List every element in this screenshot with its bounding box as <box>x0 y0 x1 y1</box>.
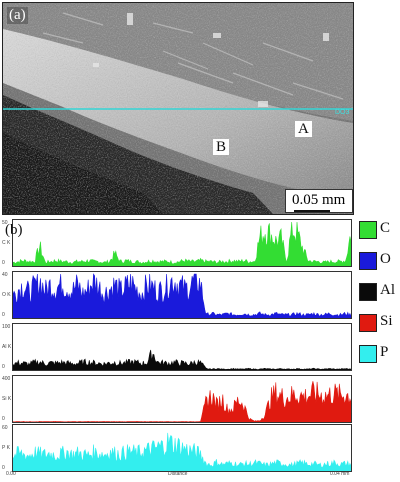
scale-bar-text: 0.05 mm <box>292 192 346 208</box>
eds-profile-al <box>12 349 352 371</box>
legend-item-si: Si <box>356 311 400 335</box>
region-label-a: A <box>295 121 312 137</box>
eds-trace-si <box>12 381 352 423</box>
eds-trace-c <box>12 221 352 267</box>
eds-strip-p: 60 P K 0 <box>2 424 352 472</box>
y-min-label-o: 0 <box>2 312 5 318</box>
eds-trace-o <box>12 273 352 319</box>
y-max-label-p: 60 <box>2 425 8 431</box>
eds-trace-p <box>12 432 352 472</box>
y-max-label-o: 40 <box>2 272 8 278</box>
eds-profile-p <box>12 432 352 472</box>
y-min-label-c: 0 <box>2 260 5 266</box>
y-axis-label-o: O K <box>2 292 11 298</box>
legend-item-p: P <box>356 342 400 366</box>
eds-strip-al: 100 Al K 0 <box>2 323 352 371</box>
eds-strip-o: 40 O K 0 <box>2 271 352 319</box>
y-max-label-c: 50 <box>2 220 8 226</box>
eds-trace-al <box>12 349 352 371</box>
y-min-label-al: 0 <box>2 364 5 370</box>
y-axis-label-c: C K <box>2 240 11 246</box>
panel-b-label: (b) <box>5 222 23 238</box>
legend-label-c: C <box>380 220 391 236</box>
y-axis-label-p: P K <box>2 445 10 451</box>
legend-swatch-si <box>359 314 377 332</box>
y-min-label-p: 0 <box>2 465 5 471</box>
panel-a-label: (a) <box>7 7 28 24</box>
eds-profile-si <box>12 381 352 423</box>
x-tick-end: 0.04 mm <box>330 471 350 477</box>
legend-label-si: Si <box>380 313 393 329</box>
x-axis-label: Distance <box>168 471 188 477</box>
legend-item-o: O <box>356 249 400 273</box>
legend-label-o: O <box>380 251 391 267</box>
legend-label-al: Al <box>380 282 395 298</box>
eds-profile-c <box>12 221 352 267</box>
eds-strip-c: 50 C K 0 <box>2 219 352 267</box>
legend-swatch-o <box>359 252 377 270</box>
y-min-label-si: 0 <box>2 416 5 422</box>
y-axis-label-al: Al K <box>2 344 12 350</box>
region-label-b: B <box>213 139 230 155</box>
legend-item-c: C <box>356 218 400 242</box>
scale-bar-box: 0.05 mm <box>285 189 353 213</box>
x-tick-start: 0.00 <box>6 471 16 477</box>
legend-label-p: P <box>380 344 389 360</box>
legend-swatch-al <box>359 283 377 301</box>
eds-profile-o <box>12 273 352 319</box>
scan-line-label: DO3 <box>335 109 350 116</box>
y-max-label-al: 100 <box>2 324 11 330</box>
scale-bar-line <box>294 210 330 212</box>
legend-swatch-c <box>359 221 377 239</box>
legend-item-al: Al <box>356 280 400 304</box>
eds-strip-si: 400 Si K 0 <box>2 375 352 423</box>
sem-micrograph-image <box>3 3 353 214</box>
legend-swatch-p <box>359 345 377 363</box>
y-max-label-si: 400 <box>2 376 11 382</box>
sem-micrograph-panel: (a) A B DO3 0.05 mm <box>2 2 354 215</box>
y-axis-label-si: Si K <box>2 396 12 402</box>
